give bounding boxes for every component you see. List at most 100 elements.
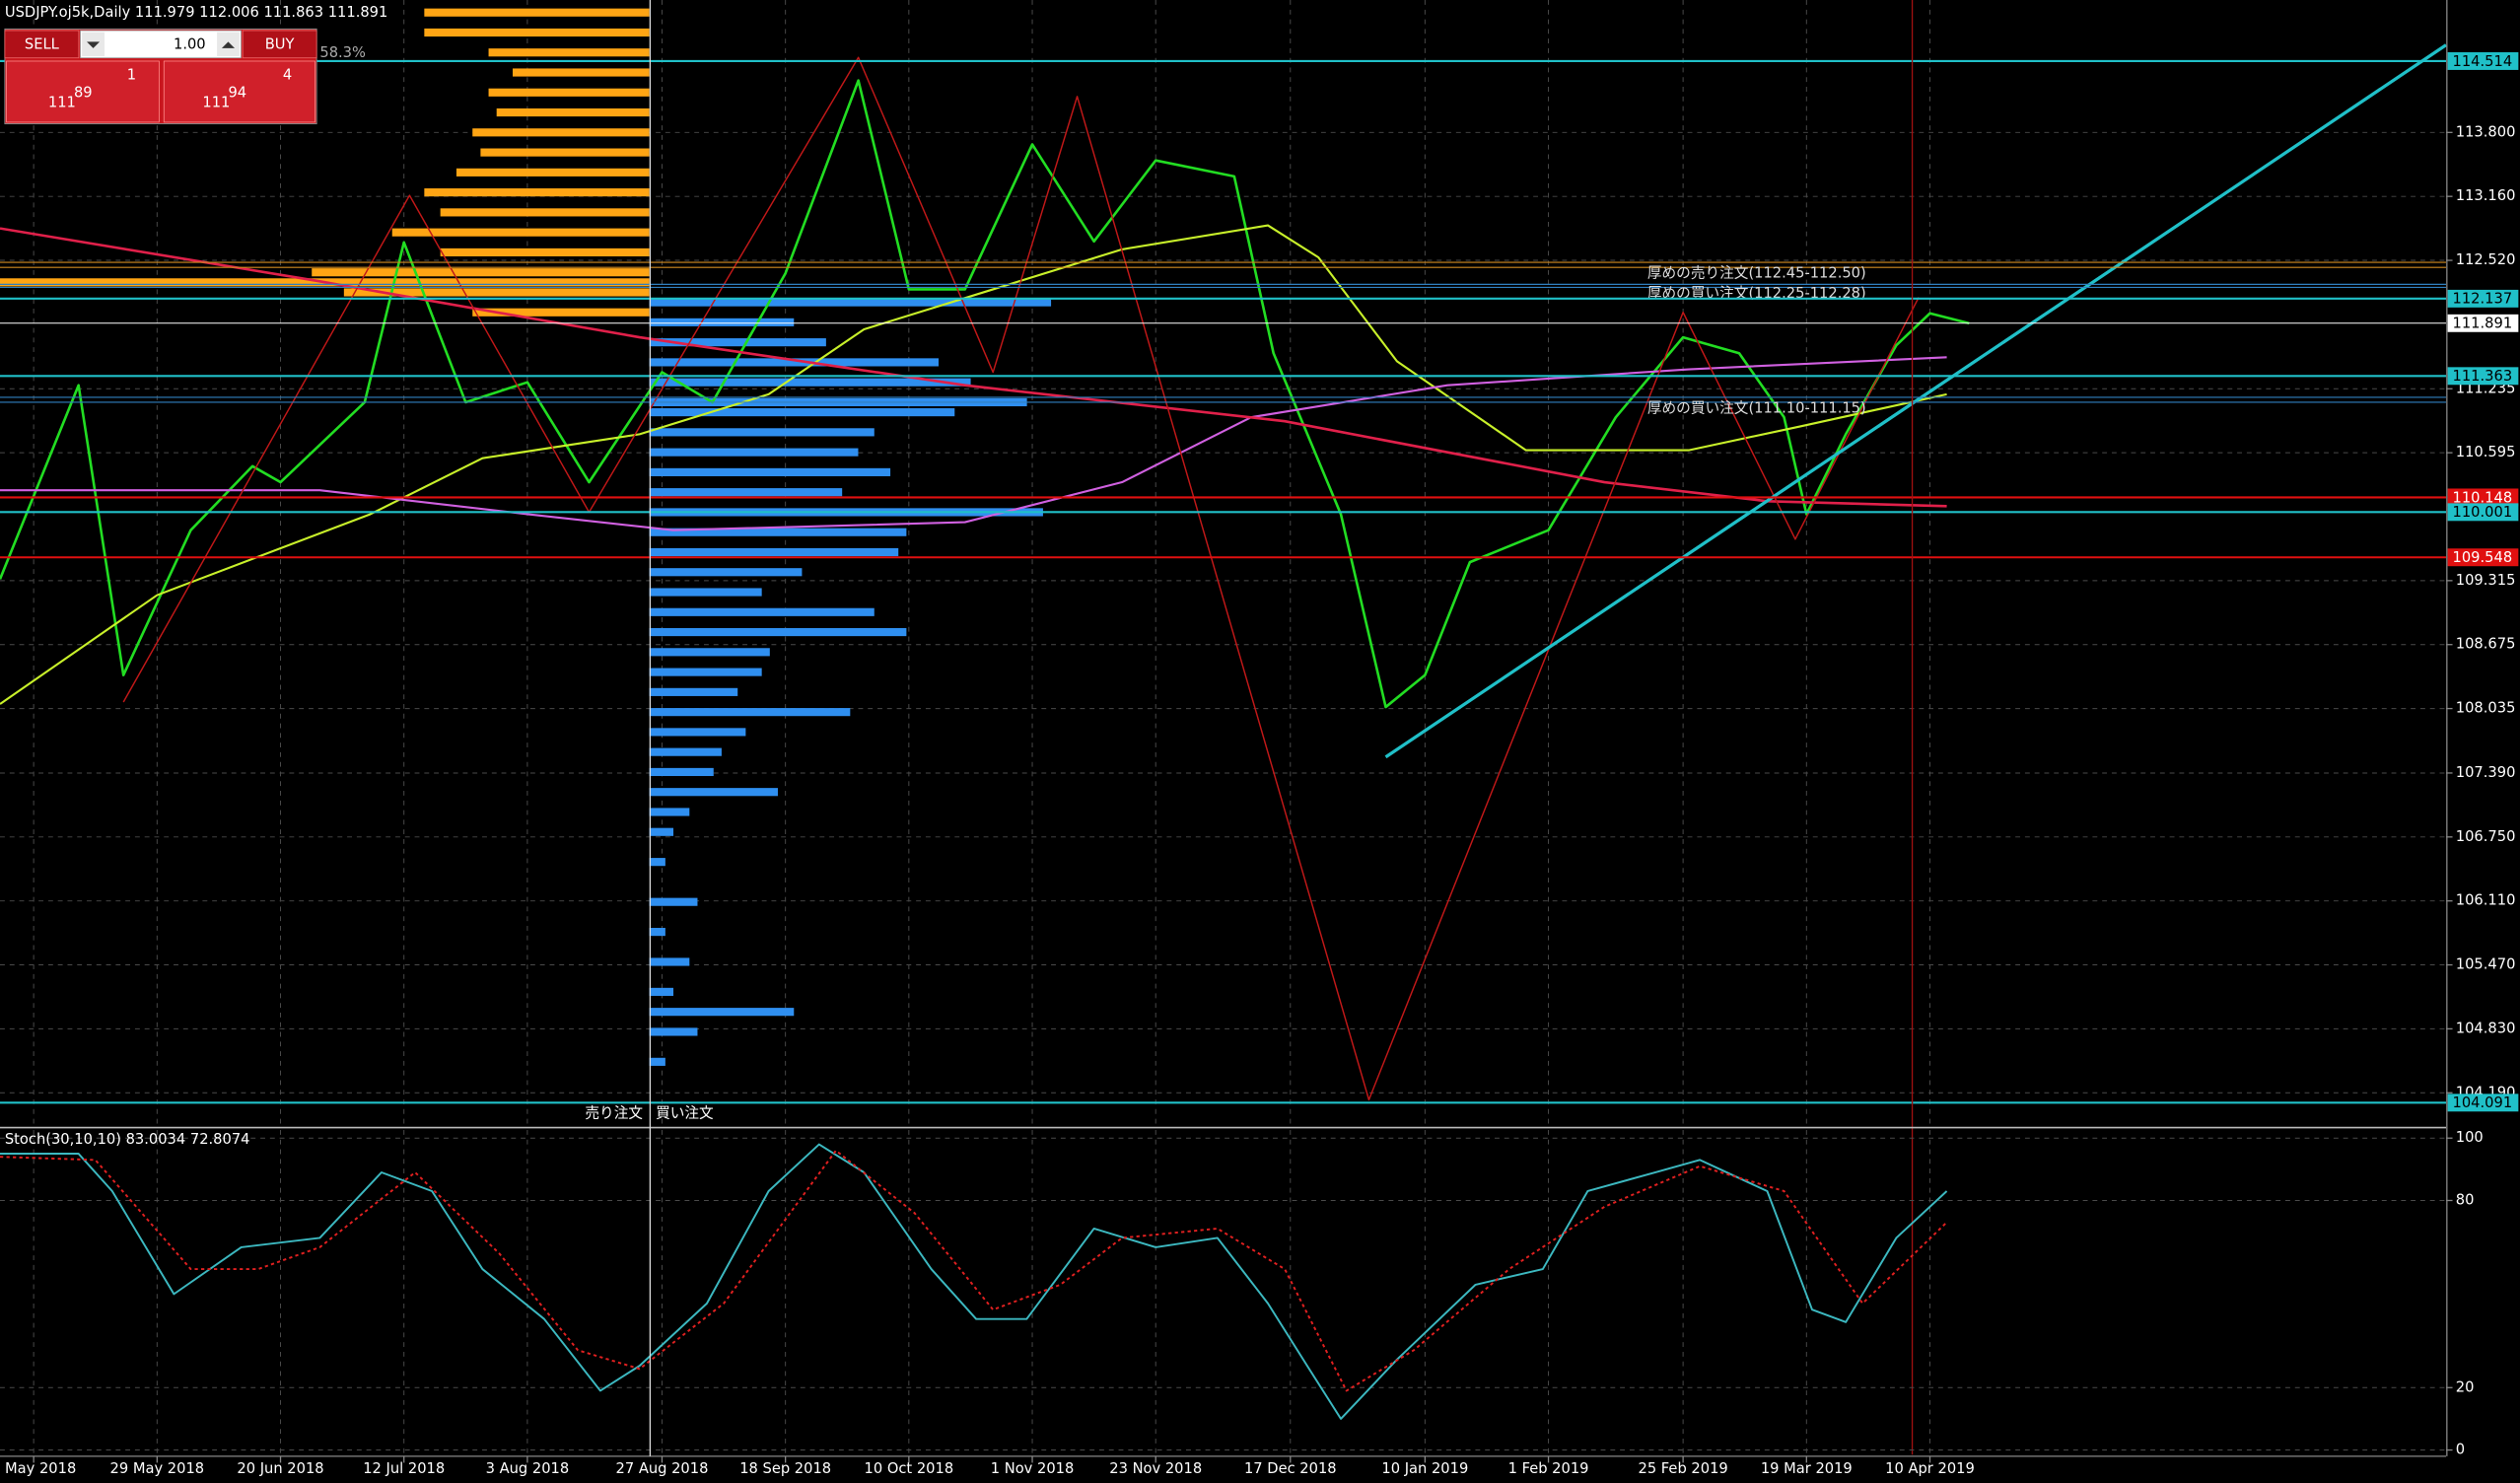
lot-value[interactable]: 1.00 (174, 36, 206, 53)
price-tag (2447, 314, 2519, 332)
percent-label: 58.3% (319, 44, 366, 61)
buy-order-bar (649, 378, 971, 387)
sell-order-bar (480, 148, 650, 157)
annotation: 厚めの売り注文(112.45-112.50) (1647, 265, 1866, 282)
series-line (0, 1143, 1948, 1420)
y-tick-label: 20 (2456, 1378, 2475, 1395)
buy-order-bar (649, 627, 907, 637)
buy-order-bar (649, 448, 859, 457)
sell-order-bar (424, 28, 650, 37)
buy-price-pip: 4 (283, 67, 292, 84)
buy-order-bar (649, 488, 843, 497)
sell-order-bar (424, 8, 650, 17)
buy-order-bar (649, 668, 762, 676)
y-tick-label: 108.035 (2456, 700, 2516, 717)
x-tick-label: 1 Feb 2019 (1508, 1460, 1589, 1477)
profile-label: 売り注文 (585, 1105, 643, 1122)
annotation: 厚めの買い注文(112.25-112.28) (1647, 285, 1866, 302)
buy-order-bar (649, 687, 738, 696)
buy-order-bar (649, 298, 1052, 307)
buy-order-bar (649, 827, 674, 836)
price-tag-label: 110.148 (2453, 489, 2513, 506)
x-tick-label: 3 Aug 2018 (486, 1460, 570, 1477)
x-tick-label: 27 Aug 2018 (616, 1460, 709, 1477)
price-tag (2447, 548, 2519, 567)
buy-order-bar (649, 338, 826, 347)
series-line (0, 79, 1970, 709)
lot-input[interactable] (80, 30, 242, 59)
lot-up-arrow (221, 41, 235, 48)
buy-order-bar (649, 1027, 698, 1036)
x-tick-label: 29 May 2018 (110, 1460, 205, 1477)
y-tick-label: 106.110 (2456, 892, 2516, 909)
sell-button[interactable] (4, 30, 80, 59)
price-tag-label: 111.363 (2453, 368, 2513, 385)
x-tick-label: 12 Jul 2018 (363, 1460, 445, 1477)
sell-order-bar (455, 168, 650, 177)
price-tag-label: 112.137 (2453, 291, 2513, 308)
annotation: 厚めの買い注文(111.10-111.15) (1647, 399, 1866, 416)
buy-button[interactable] (242, 30, 317, 59)
series-line (1384, 43, 2447, 759)
buy-order-bar (649, 588, 762, 597)
lot-down-arrow (87, 41, 101, 48)
trade-panel: SELL 1.00 BUY 111 89 1 111 94 4 (4, 28, 317, 125)
buy-order-bar (649, 957, 690, 966)
buy-order-bar (649, 568, 803, 577)
y-tick-label: 108.675 (2456, 636, 2516, 653)
buy-order-bar (649, 428, 875, 437)
y-tick-label: 104.830 (2456, 1020, 2516, 1036)
price-tag (2447, 1094, 2519, 1112)
sell-order-bar (391, 228, 650, 237)
sell-order-bar (488, 48, 650, 57)
x-tick-label: 1 Nov 2018 (991, 1460, 1075, 1477)
price-tag (2447, 289, 2519, 308)
y-tick-label: 110.595 (2456, 444, 2516, 460)
sell-price-pip: 1 (127, 67, 136, 84)
buy-order-bar (649, 467, 891, 476)
price-tag (2447, 51, 2519, 70)
y-tick-label: 0 (2456, 1442, 2465, 1458)
buy-price-big: 111 (202, 94, 230, 110)
buy-order-bar (649, 1008, 795, 1017)
series-line (122, 56, 1920, 1101)
x-tick-label: 7 May 2018 (0, 1460, 76, 1477)
buy-price-box[interactable] (163, 60, 315, 123)
stoch-title: Stoch(30,10,10) 83.0034 72.8074 (5, 1131, 250, 1148)
x-tick-label: 10 Jan 2019 (1381, 1460, 1468, 1477)
buy-order-bar (649, 528, 907, 536)
buy-order-bar (649, 708, 851, 717)
sell-order-bar (312, 268, 650, 277)
series-line (0, 1149, 1948, 1392)
buy-price-main: 94 (228, 85, 246, 102)
buy-order-bar (649, 767, 714, 777)
buy-label[interactable]: BUY (265, 36, 295, 53)
buy-order-bar (649, 987, 674, 996)
x-tick-label: 10 Apr 2019 (1885, 1460, 1975, 1477)
price-tag-label: 110.001 (2453, 504, 2513, 521)
buy-order-bar (649, 648, 770, 657)
sell-order-bar (472, 308, 650, 317)
buy-order-bar (649, 728, 746, 737)
y-tick-label: 107.390 (2456, 764, 2516, 781)
buy-order-bar (649, 1057, 665, 1066)
price-tag-label: 104.091 (2453, 1095, 2513, 1111)
x-tick-label: 20 Jun 2018 (237, 1460, 323, 1477)
buy-order-bar (649, 318, 795, 326)
sell-price-box[interactable] (6, 60, 160, 123)
x-tick-label: 25 Feb 2019 (1639, 1460, 1728, 1477)
price-tag (2447, 503, 2519, 522)
sell-label[interactable]: SELL (25, 36, 60, 53)
profile-label: 買い注文 (656, 1105, 714, 1122)
sell-order-bar (424, 188, 650, 197)
buy-order-bar (649, 808, 690, 816)
buy-order-bar (649, 897, 698, 906)
x-tick-label: 10 Oct 2018 (865, 1460, 954, 1477)
buy-order-bar (649, 788, 778, 797)
y-tick-label: 109.315 (2456, 572, 2516, 589)
sell-order-bar (343, 288, 650, 297)
